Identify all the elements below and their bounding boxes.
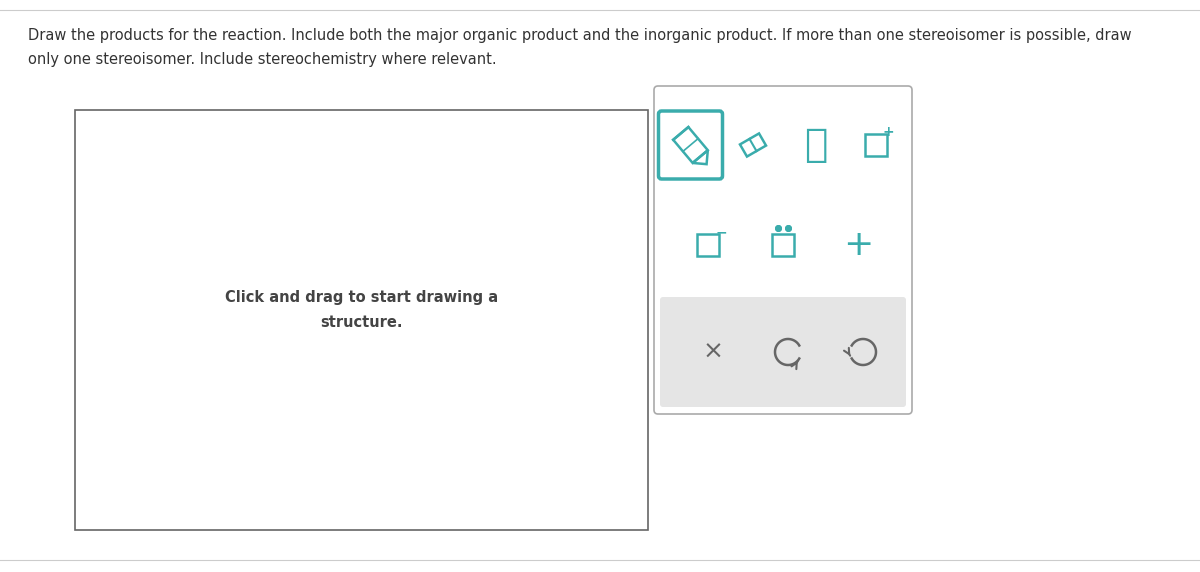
Bar bbox=[74, 110, 648, 530]
Bar bbox=[864, 134, 887, 156]
Text: +: + bbox=[883, 125, 894, 139]
Text: Click and drag to start drawing a
structure.: Click and drag to start drawing a struct… bbox=[224, 290, 498, 330]
FancyBboxPatch shape bbox=[659, 111, 722, 179]
Bar bbox=[772, 234, 794, 256]
Bar bbox=[697, 234, 719, 256]
Text: 🖐: 🖐 bbox=[804, 126, 827, 164]
FancyBboxPatch shape bbox=[654, 86, 912, 414]
Text: +: + bbox=[842, 228, 874, 262]
Text: Draw the products for the reaction. Include both the major organic product and t: Draw the products for the reaction. Incl… bbox=[28, 28, 1132, 43]
Text: ×: × bbox=[702, 340, 724, 364]
FancyBboxPatch shape bbox=[660, 297, 906, 407]
Text: −: − bbox=[715, 225, 727, 239]
Text: only one stereoisomer. Include stereochemistry where relevant.: only one stereoisomer. Include stereoche… bbox=[28, 52, 497, 67]
